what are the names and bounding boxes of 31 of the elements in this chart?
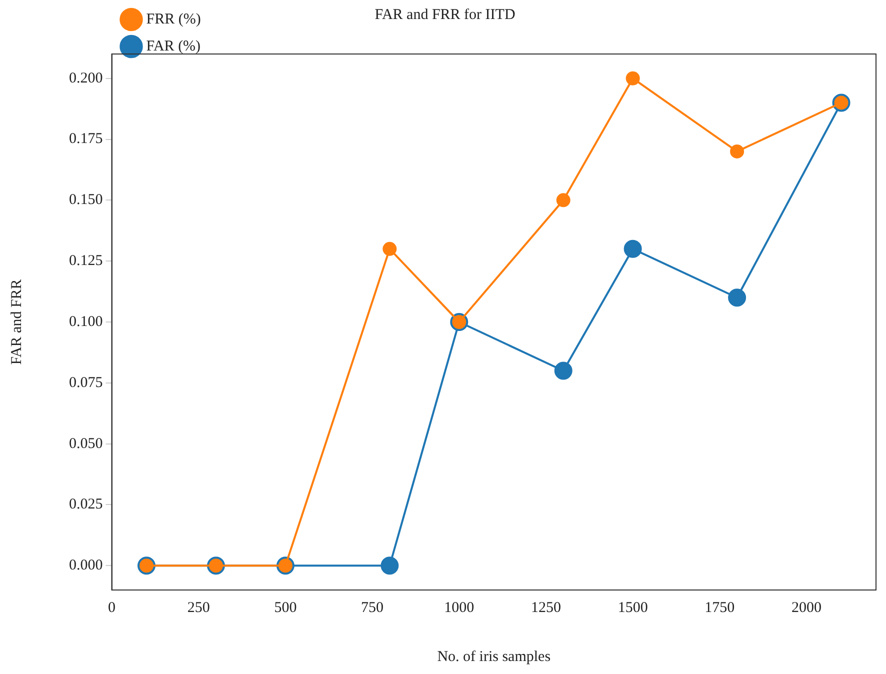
x-tick-label: 0 <box>108 600 116 616</box>
y-tick-label: 0.025 <box>69 496 103 513</box>
point <box>624 240 642 258</box>
y-tick-label: 0.050 <box>69 436 103 452</box>
x-tick-label: 1000 <box>444 600 474 616</box>
x-tick-label: 250 <box>187 600 210 616</box>
point <box>382 242 397 256</box>
point <box>730 144 744 158</box>
legend-label: FRR (%) <box>146 11 201 28</box>
y-tick-label: 0.175 <box>69 131 103 148</box>
point <box>380 556 399 575</box>
y-tick-label: 0.200 <box>69 70 103 86</box>
y-tick-label: 0.000 <box>69 558 103 574</box>
x-axis-title: No. of iris samples <box>437 648 551 665</box>
y-tick-label: 0.150 <box>69 192 103 208</box>
x-tick-label: 1500 <box>618 600 648 616</box>
x-tick-label: 1250 <box>530 600 561 616</box>
point <box>626 71 640 86</box>
x-tick-label: 750 <box>361 600 384 616</box>
y-tick-label: 0.125 <box>69 253 103 270</box>
x-tick-label: 500 <box>274 600 297 616</box>
point <box>556 193 570 208</box>
x-tick-label: 1750 <box>704 600 735 616</box>
chart-title: FAR and FRR for IITD <box>374 6 516 23</box>
legend-label: FAR (%) <box>146 38 201 54</box>
point <box>728 288 746 307</box>
point <box>554 362 572 380</box>
y-tick-label: 0.075 <box>69 374 103 391</box>
x-tick-label: 2000 <box>792 600 822 616</box>
y-axis-title: FAR and FRR <box>8 279 25 365</box>
y-tick-label: 0.100 <box>69 314 103 330</box>
